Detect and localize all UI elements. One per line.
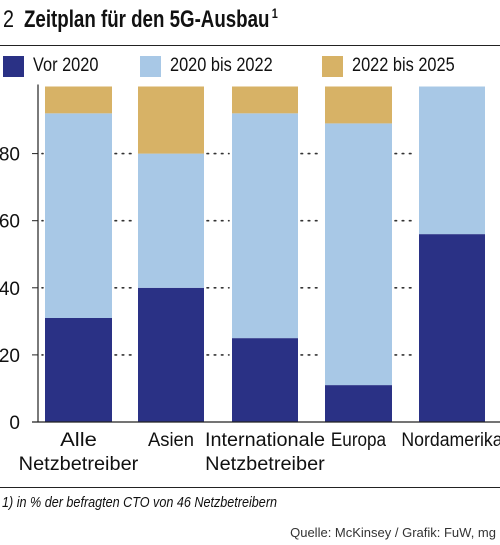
bar-4-series-1 bbox=[325, 385, 392, 422]
title-rule bbox=[0, 45, 500, 46]
bar-3-series-2 bbox=[232, 113, 298, 339]
bar-1-series-2 bbox=[45, 113, 112, 318]
x-tick-label-1-line-2: Netzbetreiber bbox=[19, 454, 139, 475]
legend-swatch-2022-bis-2025 bbox=[322, 56, 343, 77]
bar-5-series-1 bbox=[419, 234, 485, 422]
footnote: 1) in % der befragten CTO von 46 Netzbet… bbox=[2, 494, 278, 511]
legend-label-2020-bis-2022: 2020 bis 2022 bbox=[170, 55, 273, 76]
x-tick-label-1-line-1: Alle bbox=[60, 430, 97, 451]
chart-title-text: Zeitplan für den 5G-Ausbau bbox=[24, 6, 270, 33]
x-tick-label-2-line-1: Asien bbox=[148, 430, 194, 451]
bar-1-series-3 bbox=[45, 86, 112, 114]
bar-1-series-1 bbox=[45, 317, 112, 422]
footnote-rule bbox=[0, 487, 500, 488]
legend-label-2022-bis-2025: 2022 bis 2025 bbox=[352, 55, 455, 76]
legend-swatch-vor-2020 bbox=[3, 56, 24, 77]
y-tick-label-0: 0 bbox=[9, 413, 20, 434]
source-credit: Quelle: McKinsey / Grafik: FuW, mg bbox=[290, 525, 496, 540]
bar-2-series-3 bbox=[138, 86, 204, 154]
chart-title: Zeitplan für den 5G-Ausbau 1 bbox=[24, 5, 278, 34]
y-tick-label-40: 40 bbox=[0, 279, 20, 300]
y-tick-label-60: 60 bbox=[0, 212, 20, 233]
chart-number: 2 bbox=[3, 6, 14, 33]
chart-header: 2 Zeitplan für den 5G-Ausbau 1 bbox=[0, 0, 500, 46]
bar-2-series-2 bbox=[138, 153, 204, 288]
bar-2-series-1 bbox=[138, 287, 204, 422]
title-footnote-marker: 1 bbox=[271, 5, 278, 21]
bar-5-series-2 bbox=[419, 86, 485, 235]
legend-swatch-2020-bis-2022 bbox=[140, 56, 161, 77]
bar-4-series-2 bbox=[325, 123, 392, 386]
x-tick-label-3-line-2: Netzbetreiber bbox=[205, 454, 325, 475]
chart-legend: Vor 2020 2020 bis 2022 2022 bis 2025 bbox=[0, 54, 500, 82]
x-tick-label-3-line-1: Internationale bbox=[205, 430, 325, 451]
y-tick-label-20: 20 bbox=[0, 346, 20, 367]
y-tick-label-80: 80 bbox=[0, 145, 20, 166]
x-tick-label-5-line-1: Nordamerika bbox=[401, 430, 500, 451]
x-tick-label-4-line-1: Europa bbox=[331, 430, 387, 451]
bar-3-series-3 bbox=[232, 86, 298, 114]
bar-3-series-1 bbox=[232, 338, 298, 422]
bar-4-series-3 bbox=[325, 86, 392, 124]
legend-label-vor-2020: Vor 2020 bbox=[33, 55, 99, 76]
